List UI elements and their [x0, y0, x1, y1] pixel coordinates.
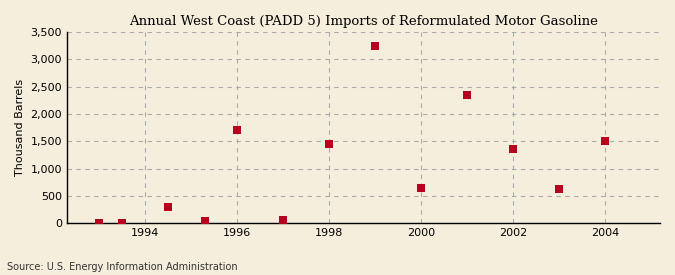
Point: [200, 218, 211, 223]
Y-axis label: Thousand Barrels: Thousand Barrels: [15, 79, 25, 176]
Point: [94, 221, 105, 225]
Point: [277, 218, 288, 222]
Point: [416, 185, 427, 190]
Point: [508, 147, 518, 152]
Point: [232, 128, 242, 133]
Text: Source: U.S. Energy Information Administration: Source: U.S. Energy Information Administ…: [7, 262, 238, 272]
Title: Annual West Coast (PADD 5) Imports of Reformulated Motor Gasoline: Annual West Coast (PADD 5) Imports of Re…: [129, 15, 598, 28]
Point: [163, 205, 173, 209]
Point: [323, 142, 334, 146]
Point: [554, 187, 564, 191]
Point: [462, 93, 472, 97]
Point: [370, 43, 381, 48]
Point: [599, 139, 610, 143]
Point: [117, 221, 128, 225]
